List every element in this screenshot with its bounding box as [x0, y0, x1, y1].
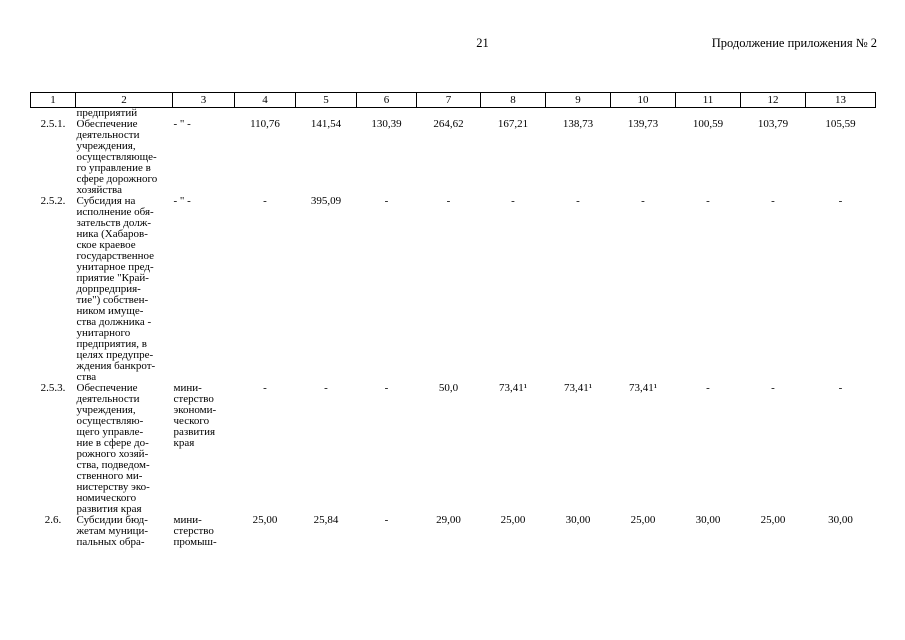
- value-cell: -: [838, 382, 843, 394]
- value-cell: -: [446, 195, 451, 207]
- value-cell: -: [576, 195, 580, 207]
- program-name-cell: Субсидии бюд- жетам муници- пальных обра…: [76, 514, 149, 548]
- table-column-numbers-row: 1 2 3 4 5 6 7 8 9 10 11 12 13: [30, 92, 876, 108]
- value-cell: 110,76: [250, 118, 280, 130]
- column-number-cell: 3: [172, 92, 235, 108]
- value-cell: -: [263, 382, 267, 394]
- column-number-cell: 6: [356, 92, 417, 108]
- value-cell: -: [771, 382, 775, 394]
- value-cell: 264,62: [433, 118, 464, 130]
- value-cell: -: [706, 195, 710, 207]
- value-cell: -: [706, 382, 710, 394]
- row-number-cell: 2.6.: [44, 514, 62, 526]
- column-number-cell: 13: [805, 92, 876, 108]
- ministry-cell: мини- стерство промыш-: [173, 514, 217, 548]
- table-row: 2.5.3. Обеспечение деятельности учрежден…: [31, 383, 876, 515]
- value-cell: -: [324, 382, 328, 394]
- value-cell: 30,00: [828, 514, 853, 526]
- value-cell: 25,00: [760, 514, 786, 526]
- value-cell: 141,54: [310, 118, 342, 130]
- column-number-cell: 1: [30, 92, 76, 108]
- appendix-table: 1 2 3 4 5 6 7 8 9 10 11 12 13 предприяти…: [30, 92, 876, 548]
- program-name-cell: Обеспечение деятельности учреждения, осу…: [76, 382, 150, 515]
- value-cell: -: [263, 195, 267, 207]
- value-cell: -: [384, 514, 389, 526]
- row-number-cell: 2.5.2.: [40, 195, 66, 207]
- column-number-cell: 9: [545, 92, 611, 108]
- program-name-cell: предприятий: [76, 107, 138, 119]
- program-name-cell: Субсидия на исполнение обя- зательств до…: [76, 195, 156, 383]
- value-cell: 25,84: [313, 514, 339, 526]
- value-cell: -: [511, 195, 515, 207]
- value-cell: 103,79: [757, 118, 789, 130]
- value-cell: 73,41¹: [563, 382, 593, 394]
- table-row: предприятий: [31, 108, 876, 120]
- column-number-cell: 4: [234, 92, 296, 108]
- value-cell: -: [641, 195, 645, 207]
- value-cell: -: [384, 382, 389, 394]
- column-number-cell: 5: [295, 92, 357, 108]
- value-cell: 30,00: [695, 514, 721, 526]
- value-cell: 30,00: [565, 514, 591, 526]
- ministry-cell: - " -: [173, 118, 191, 130]
- value-cell: 100,59: [692, 118, 724, 130]
- value-cell: 25,00: [500, 514, 526, 526]
- table-row: 2.5.1. Обеспечение деятельности учрежден…: [31, 119, 876, 196]
- column-number-cell: 10: [610, 92, 676, 108]
- value-cell: -: [771, 195, 775, 207]
- value-cell: 50,0: [438, 382, 459, 394]
- ministry-cell: мини- стерство экономи- ческого развития…: [173, 382, 217, 449]
- value-cell: 138,73: [562, 118, 594, 130]
- value-cell: -: [384, 195, 389, 207]
- value-cell: -: [838, 195, 843, 207]
- value-cell: 25,00: [252, 514, 278, 526]
- program-name-cell: Обеспечение деятельности учреждения, осу…: [76, 118, 158, 196]
- ministry-cell: - " -: [173, 195, 191, 207]
- row-number-cell: 2.5.1.: [40, 118, 66, 130]
- row-number-cell: 2.5.3.: [40, 382, 66, 394]
- value-cell: 73,41¹: [628, 382, 658, 394]
- column-number-cell: 2: [75, 92, 173, 108]
- value-cell: 73,41¹: [498, 382, 528, 394]
- column-number-cell: 12: [740, 92, 806, 108]
- table-row: 2.6. Субсидии бюд- жетам муници- пальных…: [31, 515, 876, 548]
- value-cell: 105,59: [825, 118, 856, 130]
- page-number: 21: [476, 36, 489, 50]
- value-cell: 29,00: [436, 514, 461, 526]
- column-number-cell: 7: [416, 92, 481, 108]
- value-cell: 167,21: [497, 118, 529, 130]
- column-number-cell: 11: [675, 92, 741, 108]
- value-cell: 139,73: [627, 118, 659, 130]
- column-number-cell: 8: [480, 92, 546, 108]
- value-cell: 130,39: [371, 118, 402, 130]
- table-row: 2.5.2. Субсидия на исполнение обя- зател…: [31, 196, 876, 383]
- appendix-continuation-title: Продолжение приложения № 2: [711, 36, 877, 50]
- value-cell: 395,09: [310, 195, 342, 207]
- value-cell: 25,00: [630, 514, 656, 526]
